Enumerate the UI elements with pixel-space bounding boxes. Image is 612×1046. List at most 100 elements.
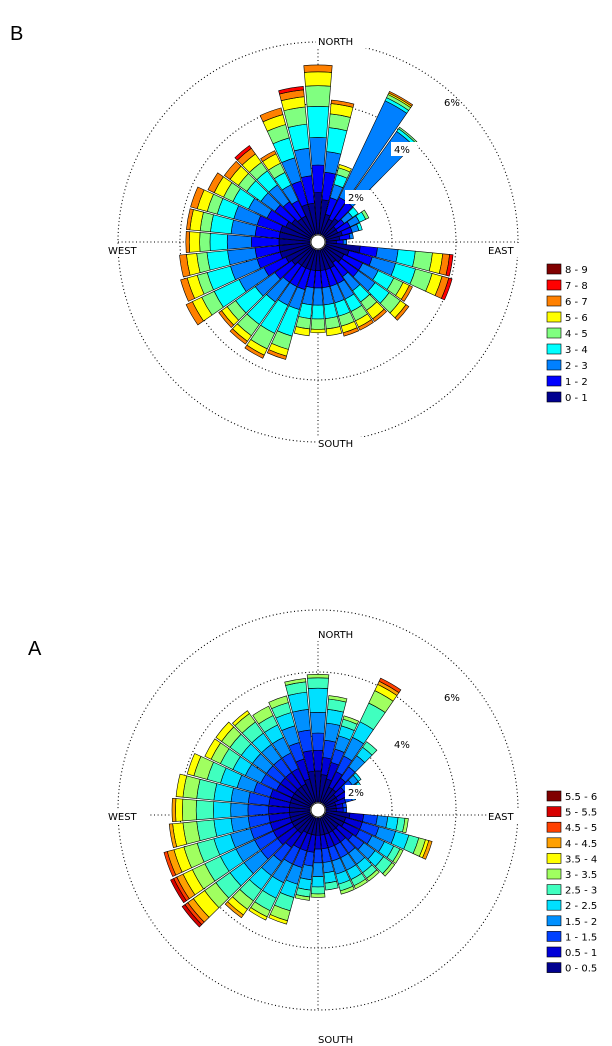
panel-a-legend-label-10: 0.5 - 1 [565, 948, 597, 959]
panel-a-sector-270-bin-4 [213, 801, 232, 819]
panel-a-sector-170-bin-5 [324, 880, 339, 891]
panel-b-legend-label-7: 1 - 2 [565, 377, 588, 388]
panel-b-legend-label-0: 8 - 9 [565, 265, 588, 276]
panel-a-sector-120-bin-6 [392, 848, 404, 864]
panel-a-legend-swatch-1 [546, 806, 562, 817]
panel-a-legend-swatch-6 [546, 884, 562, 895]
panel-b-sector-330-bin-6 [260, 150, 277, 162]
panel-b-sector-180-bin-1 [313, 270, 323, 289]
panel-a-sector-200-bin-7 [268, 914, 288, 925]
panel-b-sector-270-bin-5 [188, 231, 201, 253]
panel-b-sector-190-bin-5 [293, 326, 311, 337]
panel-b-sector-180-bin-4 [310, 318, 326, 330]
panel-a-sector-180-bin-3 [312, 862, 324, 877]
panel-a-legend: 5.5 - 6 5 - 5.5 4.5 - 5 4 - 4.5 3.5 - 4 3 - 3… [546, 790, 597, 975]
panel-b-sector-180-bin-2 [312, 287, 324, 306]
panel-b-sector-0-bin-5 [304, 71, 332, 87]
panel-a-sector-180-bin-1 [314, 834, 322, 850]
panel-a-sector-280-bin-7 [175, 773, 188, 798]
panel-a-sector-80-bin-2 [342, 802, 347, 808]
panel-a-sector-230-bin-10 [181, 904, 203, 928]
panel-a-sector-40-bin-5 [362, 741, 378, 756]
panel-a-sector-180-bin-4 [311, 876, 325, 888]
panel-b-sector-230-bin-6 [218, 310, 235, 328]
panel-a-label-bg-2 [345, 785, 371, 799]
panel-b-west-bg [106, 244, 150, 257]
panel-a-legend-label-9: 1 - 1.5 [565, 932, 597, 943]
panel-b-legend-swatch-6 [546, 359, 562, 371]
panel-a-west-bg [106, 810, 150, 823]
panel-a-sector-350-bin-4 [287, 691, 309, 713]
panel-b-sector-110-bin-7 [440, 277, 453, 301]
panel-b-sector-100-bin-7 [445, 254, 454, 277]
panel-a-legend-swatch-11 [546, 962, 562, 973]
panel-a-calm-circle [310, 802, 326, 818]
panel-a-sector-10-bin-6 [328, 695, 348, 703]
panel-a-sector-110-bin-8 [422, 840, 433, 860]
panel-a-sector-270-bin-8 [171, 797, 177, 823]
panel-a-sector-270-bin-2 [247, 804, 270, 816]
panel-b-legend-swatch-3 [546, 311, 562, 323]
panel-b-legend-label-5: 3 - 4 [565, 345, 588, 356]
panel-b-sector-150-bin-6 [358, 319, 374, 331]
panel-b-legend-label-3: 5 - 6 [565, 313, 588, 324]
panel-a-sector-220-bin-8 [224, 901, 244, 919]
panel-b-sector-0-bin-3 [306, 106, 330, 139]
panel-a-sector-340-bin-6 [268, 695, 289, 710]
panel-b-legend-label-4: 4 - 5 [565, 329, 588, 340]
panel-a-sector-250-bin-9 [163, 851, 177, 877]
panel-a-sector-0-bin-1 [312, 749, 324, 772]
panel-b-sector-320-bin-7 [234, 145, 252, 161]
panel-b-legend-label-8: 0 - 1 [565, 393, 588, 404]
panel-b-legend-swatch-8 [546, 391, 562, 403]
panel-a-sector-100-bin-6 [402, 817, 409, 834]
panel-b-south-bg [316, 437, 368, 450]
panel-a-sector-260-bin-5 [196, 819, 218, 842]
panel-b-sector-10-bin-6 [330, 99, 355, 108]
panel-a-sector-280-bin-5 [196, 778, 218, 801]
panel-a-sector-190-bin-6 [294, 894, 311, 901]
panel-a-sector-180-bin-6 [310, 893, 326, 898]
panel-a-sector-270-bin-6 [182, 798, 197, 822]
panel-b-ring-label-2: 2% [348, 193, 364, 204]
panel-b-sector-270-bin-1 [251, 236, 280, 248]
panel-a-sector-0-bin-3 [309, 711, 327, 734]
panel-b-east-label: EAST [488, 246, 515, 257]
panel-b-sector-90-bin-1 [335, 239, 344, 245]
panel-a: A 2% 4% 6% NORTH EAST SOUTH WEST 5.5 - 6… [28, 609, 597, 1046]
panel-a-sector-290-bin-7 [186, 753, 202, 777]
panel-a-legend-label-3: 4 - 4.5 [565, 839, 597, 850]
panel-b-legend-swatch-4 [546, 327, 562, 339]
panel-b-sector-270-bin-4 [199, 232, 211, 252]
panel-a-sectors [163, 674, 433, 928]
panel-b-sector-140-bin-6 [372, 308, 388, 323]
panel-a-label: A [28, 638, 42, 660]
panel-b-sectors [179, 64, 454, 360]
panel-b-sector-10-bin-3 [326, 127, 348, 155]
panel-b-label-bg-4 [391, 142, 417, 156]
panel-a-legend-swatch-3 [546, 837, 562, 849]
panel-a-legend-label-2: 4.5 - 5 [565, 823, 597, 834]
panel-a-east-label: EAST [488, 812, 515, 823]
panel-a-legend-swatch-7 [546, 899, 562, 911]
panel-b-sector-270-bin-2 [226, 234, 252, 250]
panel-a-legend-swatch-4 [546, 853, 562, 864]
panel-b-legend-swatch-1 [546, 279, 562, 291]
panel-b-legend-label-2: 6 - 7 [565, 297, 588, 308]
panel-b-legend-swatch-0 [546, 263, 562, 275]
panel-a-sector-330-bin-6 [252, 705, 274, 725]
panel-b-east-bg [488, 244, 528, 257]
panel-b-sector-70-bin-3 [356, 222, 363, 232]
panel-a-label-bg-4 [391, 737, 417, 751]
panel-a-sector-180-bin-5 [310, 886, 326, 895]
panel-b-label-bg-2 [345, 190, 371, 204]
panel-a-legend-label-11: 0 - 0.5 [565, 964, 597, 975]
panel-b-legend: 8 - 9 7 - 8 6 - 7 5 - 6 4 - 5 3 - 4 2 - 3 1 - 2… [546, 263, 588, 404]
panel-b-sector-220-bin-6 [229, 328, 248, 345]
panel-b-sector-100-bin-4 [412, 250, 433, 272]
panel-a-south-label: SOUTH [318, 1035, 353, 1046]
panel-b-sector-0-bin-1 [311, 164, 325, 194]
panel-a-ring-label-6: 6% [444, 693, 460, 704]
panel-a-legend-label-5: 3 - 3.5 [565, 870, 597, 881]
